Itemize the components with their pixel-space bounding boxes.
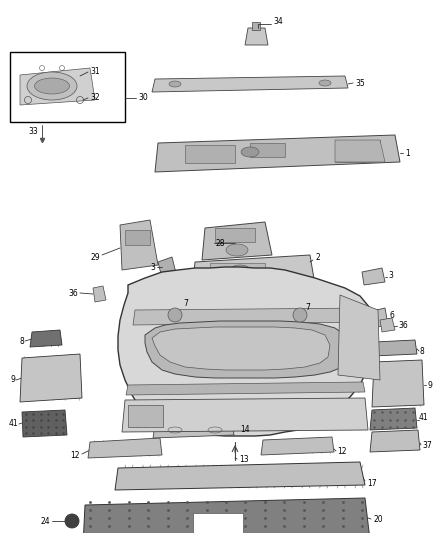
Bar xyxy=(128,405,163,427)
Bar xyxy=(215,228,255,242)
Bar xyxy=(125,230,150,245)
Bar xyxy=(193,513,243,533)
Bar xyxy=(252,22,260,30)
Text: 12: 12 xyxy=(337,448,346,456)
Polygon shape xyxy=(22,410,67,437)
Text: 13: 13 xyxy=(239,456,249,464)
Text: 35: 35 xyxy=(355,78,365,87)
Polygon shape xyxy=(370,408,417,430)
Text: 41: 41 xyxy=(8,419,18,429)
Polygon shape xyxy=(202,222,272,260)
Ellipse shape xyxy=(168,308,182,322)
Bar xyxy=(210,263,265,281)
Bar xyxy=(250,143,285,157)
Text: 20: 20 xyxy=(373,515,383,524)
Polygon shape xyxy=(122,398,368,432)
Text: 31: 31 xyxy=(90,68,99,77)
Polygon shape xyxy=(370,430,420,452)
Text: 2: 2 xyxy=(315,254,320,262)
Ellipse shape xyxy=(293,308,307,322)
Text: 8: 8 xyxy=(420,348,425,357)
Polygon shape xyxy=(20,354,82,402)
Polygon shape xyxy=(245,28,268,45)
Text: 29: 29 xyxy=(90,253,100,262)
Ellipse shape xyxy=(27,72,77,100)
Text: 7: 7 xyxy=(305,303,310,312)
Polygon shape xyxy=(152,76,348,92)
Bar xyxy=(10,52,125,122)
Polygon shape xyxy=(83,498,370,533)
Polygon shape xyxy=(158,257,176,278)
Polygon shape xyxy=(153,422,234,438)
Text: 14: 14 xyxy=(240,425,250,434)
Ellipse shape xyxy=(169,81,181,87)
Text: 37: 37 xyxy=(422,441,432,450)
Bar xyxy=(335,140,380,162)
Polygon shape xyxy=(372,360,424,407)
Text: 34: 34 xyxy=(273,18,283,27)
Ellipse shape xyxy=(230,265,250,275)
Polygon shape xyxy=(115,462,365,490)
Text: 12: 12 xyxy=(71,451,80,461)
Polygon shape xyxy=(145,321,348,378)
Text: 3: 3 xyxy=(150,263,155,272)
Polygon shape xyxy=(20,68,95,105)
Polygon shape xyxy=(133,308,370,325)
Ellipse shape xyxy=(226,244,248,256)
Polygon shape xyxy=(155,135,400,172)
Polygon shape xyxy=(192,255,315,292)
Polygon shape xyxy=(126,382,365,395)
Polygon shape xyxy=(380,318,395,332)
Text: 3: 3 xyxy=(388,271,393,279)
Polygon shape xyxy=(118,267,375,436)
Polygon shape xyxy=(30,330,62,347)
Ellipse shape xyxy=(319,80,331,86)
Text: 1: 1 xyxy=(405,149,410,157)
Text: 9: 9 xyxy=(427,381,432,390)
Polygon shape xyxy=(335,140,385,162)
Polygon shape xyxy=(88,438,162,458)
Ellipse shape xyxy=(35,78,70,94)
Text: 32: 32 xyxy=(90,93,99,102)
Polygon shape xyxy=(338,295,380,380)
Text: 33: 33 xyxy=(28,127,38,136)
Text: 8: 8 xyxy=(19,336,24,345)
Polygon shape xyxy=(362,268,385,285)
Text: 9: 9 xyxy=(10,376,15,384)
Polygon shape xyxy=(93,286,106,302)
Polygon shape xyxy=(373,340,417,356)
Polygon shape xyxy=(152,327,330,370)
Text: 28: 28 xyxy=(216,238,226,247)
Bar xyxy=(185,145,235,163)
Polygon shape xyxy=(368,308,388,328)
Text: 24: 24 xyxy=(40,516,50,526)
Text: 36: 36 xyxy=(68,288,78,297)
Text: 7: 7 xyxy=(183,300,188,309)
Ellipse shape xyxy=(65,514,79,528)
Text: 36: 36 xyxy=(398,320,408,329)
Text: 30: 30 xyxy=(138,93,148,102)
Text: 17: 17 xyxy=(367,479,377,488)
Text: 6: 6 xyxy=(390,311,395,320)
Polygon shape xyxy=(120,220,158,270)
Text: 41: 41 xyxy=(419,414,429,423)
Polygon shape xyxy=(261,437,334,455)
Ellipse shape xyxy=(241,147,259,157)
